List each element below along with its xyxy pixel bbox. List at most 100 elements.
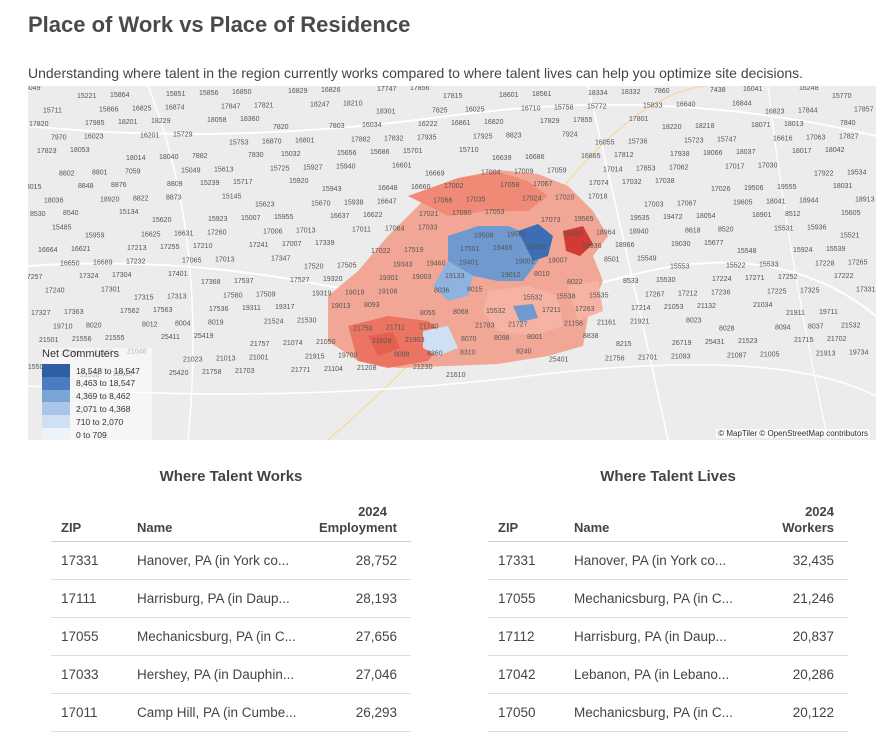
works-table-header: ZIP Name 2024 Employment: [51, 493, 411, 542]
zip-label: 8838: [583, 333, 599, 340]
map-canvas[interactable]: 16049 15221 15864 15851 15856 16850 16829 16826…: [28, 86, 876, 440]
zip-label: 17401: [168, 271, 188, 278]
zip-label: 16023: [84, 134, 104, 141]
zip-label: 17090: [452, 210, 472, 217]
works-header-year[interactable]: 2024: [358, 504, 387, 519]
value-cell: 28,193: [355, 591, 397, 606]
lives-table-title: Where Talent Lives: [600, 468, 736, 485]
zip-label: 17922: [814, 171, 834, 178]
zip-cell: 17111: [61, 591, 97, 606]
region-core-harrisburg[interactable]: [448, 226, 538, 281]
zip-label: 17011: [352, 227, 371, 234]
zip-cell: 17055: [61, 629, 99, 644]
zip-label: 16660: [411, 184, 431, 191]
zip-label: 8023: [686, 318, 702, 325]
table-row[interactable]: 17042 Lebanon, PA (in Lebano... 20,286: [488, 656, 848, 694]
name-cell: Hanover, PA (in York co...: [137, 553, 290, 568]
table-row[interactable]: 17331 Hanover, PA (in York co... 28,752: [51, 542, 411, 580]
region-lancaster[interactable]: [368, 332, 400, 356]
works-header-metric[interactable]: Employment: [318, 520, 397, 535]
zip-label: 16861: [451, 120, 471, 127]
zip-label: 21013: [216, 356, 236, 363]
zip-label: 15725: [270, 166, 290, 173]
zip-label: 18964: [596, 230, 616, 237]
region-york-core[interactable]: [513, 304, 538, 322]
zip-label: 17013: [296, 228, 316, 235]
zip-label: 21104: [324, 366, 343, 373]
region-lebanon[interactable]: [568, 281, 603, 321]
table-row[interactable]: 17331 Hanover, PA (in York co... 32,435: [488, 542, 848, 580]
works-header-zip[interactable]: ZIP: [61, 520, 82, 535]
zip-label: 16850: [232, 89, 252, 96]
zip-label: 15711: [43, 108, 62, 115]
map-regions[interactable]: [328, 170, 608, 368]
zip-cell: 17331: [498, 553, 536, 568]
region-core-east[interactable]: [518, 224, 553, 261]
zip-label: 16823: [765, 109, 785, 116]
zip-label: 17580: [223, 293, 243, 300]
region-mechanicsburg[interactable]: [433, 261, 473, 301]
zip-label: 17882: [351, 137, 371, 144]
zip-label: 19030: [671, 241, 691, 248]
zip-label: 17073: [541, 217, 561, 224]
works-header-name[interactable]: Name: [137, 520, 173, 535]
table-row[interactable]: 17112 Harrisburg, PA (in Daup... 20,837: [488, 618, 848, 656]
lives-header-name[interactable]: Name: [574, 520, 610, 535]
table-row[interactable]: 17055 Mechanicsburg, PA (in C... 21,246: [488, 580, 848, 618]
table-row[interactable]: 17055 Mechanicsburg, PA (in C... 27,656: [51, 618, 411, 656]
zip-label: 17260: [207, 230, 227, 237]
zip-label: 7825: [432, 108, 448, 115]
region-hanover[interactable]: [423, 326, 458, 356]
map-attribution[interactable]: © MapTiler © OpenStreetMap contributors: [716, 429, 870, 438]
zip-label: 17324: [79, 273, 99, 280]
zip-label: 15864: [110, 92, 130, 99]
zip-label: 19013: [331, 303, 351, 310]
region-north[interactable]: [408, 172, 548, 216]
commuter-map[interactable]: 16049 15221 15864 15851 15856 16850 16829 16826…: [28, 86, 876, 440]
zip-label: 8055: [420, 310, 436, 317]
zip-label: 8098: [494, 335, 510, 342]
table-row[interactable]: 17033 Hershey, PA (in Dauphin... 27,046: [51, 656, 411, 694]
works-table: Where Talent Works ZIP Name 2024 Employm…: [51, 468, 411, 732]
zip-label: 17505: [337, 263, 357, 270]
region-hershey[interactable]: [563, 226, 593, 256]
zip-label: 15866: [99, 107, 119, 114]
zip-label: 15605: [841, 210, 861, 217]
lives-header-year[interactable]: 2024: [805, 504, 834, 519]
lives-header-metric[interactable]: Workers: [782, 520, 834, 535]
zip-label: 15239: [200, 180, 220, 187]
table-row[interactable]: 17011 Camp Hill, PA (in Cumbe... 26,293: [51, 694, 411, 732]
zip-label: 17224: [712, 276, 732, 283]
zip-cell: 17011: [61, 705, 98, 720]
zip-label: 17520: [304, 264, 324, 271]
zip-label: 21132: [697, 303, 716, 310]
zip-label: 17232: [126, 259, 146, 266]
zip-label: 16248: [799, 86, 819, 92]
zip-label: 19465: [493, 245, 513, 252]
zip-label: 8004: [175, 321, 191, 328]
zip-label: 8809: [167, 181, 183, 188]
zip-label: 18218: [695, 123, 715, 130]
zip-label: 17301: [101, 287, 121, 294]
zip-label: 18966: [615, 242, 635, 249]
lives-header-zip[interactable]: ZIP: [498, 520, 519, 535]
zip-label: 19430: [526, 244, 546, 251]
zip-label: 17241: [249, 242, 269, 249]
zip-label: 15032: [281, 151, 301, 158]
zip-cell: 17033: [61, 667, 99, 682]
zip-label: 17007: [282, 241, 302, 248]
zip-label: 15007: [241, 215, 261, 222]
zip-label: 21087: [727, 353, 747, 360]
table-row[interactable]: 17050 Mechanicsburg, PA (in C... 20,122: [488, 694, 848, 732]
zip-label: 21555: [105, 335, 125, 342]
zip-label: 18054: [696, 213, 716, 220]
zip-label: 17812: [614, 152, 634, 159]
table-row[interactable]: 17111 Harrisburg, PA (in Daup... 28,193: [51, 580, 411, 618]
zip-label: 17985: [85, 120, 105, 127]
region-south[interactable]: [348, 316, 448, 368]
zip-label: 17925: [473, 134, 493, 141]
zip-label: 15701: [403, 148, 423, 155]
zip-label: 18936: [582, 243, 602, 250]
zip-label: 17536: [209, 306, 229, 313]
zip-label: 21915: [305, 354, 325, 361]
